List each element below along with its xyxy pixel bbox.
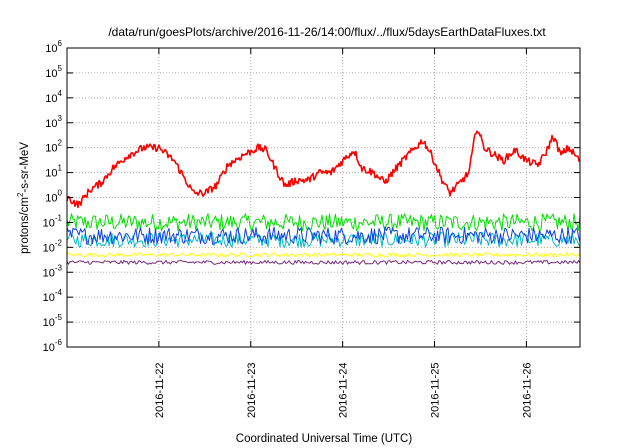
series-line-1 xyxy=(66,231,581,248)
y-tick-exponent: -4 xyxy=(55,288,63,297)
y-tick-exponent: 6 xyxy=(58,39,63,48)
y-tick-label: 105 xyxy=(45,64,62,80)
series-line-2 xyxy=(66,226,581,245)
plot-frame xyxy=(66,47,581,348)
y-tick-exponent: -6 xyxy=(55,338,63,347)
chart-title: /data/run/goesPlots/archive/2016-11-26/1… xyxy=(108,25,546,39)
y-tick-label: 10-6 xyxy=(43,338,63,354)
y-axis-label: protons/cm2-s-sr-MeV xyxy=(16,142,31,254)
y-tick-exponent: 0 xyxy=(58,189,63,198)
y-tick-base: 10 xyxy=(43,317,55,329)
x-tick-label: 2016-11-22 xyxy=(154,363,166,418)
y-tick-label: 100 xyxy=(45,189,62,205)
y-tick-label: 10-2 xyxy=(43,238,63,254)
y-tick-base: 10 xyxy=(45,143,57,155)
y-tick-base: 10 xyxy=(43,242,55,254)
y-tick-label: 10-5 xyxy=(43,313,63,329)
y-tick-label: 103 xyxy=(45,114,62,130)
y-tick-base: 10 xyxy=(43,267,55,279)
series-line-5 xyxy=(66,130,581,209)
y-tick-exponent: 3 xyxy=(58,114,63,123)
series-line-3 xyxy=(66,252,581,258)
y-tick-label: 101 xyxy=(45,164,62,180)
y-tick-base: 10 xyxy=(43,217,55,229)
x-tick-label: 2016-11-25 xyxy=(430,363,442,418)
y-tick-label: 106 xyxy=(45,39,62,55)
y-tick-label: 104 xyxy=(45,89,62,105)
y-tick-label: 10-3 xyxy=(43,263,63,279)
y-tick-base: 10 xyxy=(45,68,57,80)
y-tick-exponent: 2 xyxy=(58,139,63,148)
y-tick-label: 10-4 xyxy=(43,288,63,304)
y-tick-exponent: -3 xyxy=(55,263,63,272)
y-axis: 10-610-510-410-310-210-11001011021031041… xyxy=(43,39,580,354)
x-axis: 2016-11-22 2016-11-23 2016-11-24 2016-11-25… xyxy=(154,48,533,418)
y-tick-exponent: 4 xyxy=(58,89,63,98)
grid-lines xyxy=(67,48,580,347)
x-tick-label: 2016-11-26 xyxy=(521,363,533,418)
y-tick-base: 10 xyxy=(45,43,57,55)
series-line-0 xyxy=(66,213,581,232)
y-tick-exponent: -5 xyxy=(55,313,63,322)
y-tick-exponent: 1 xyxy=(58,164,63,173)
y-tick-base: 10 xyxy=(45,118,57,130)
y-axis-label-superscript: 2 xyxy=(16,192,25,197)
y-tick-base: 10 xyxy=(45,93,57,105)
y-tick-exponent: -2 xyxy=(55,238,63,247)
series-group xyxy=(66,130,581,265)
y-tick-base: 10 xyxy=(43,342,55,354)
x-axis-label: Coordinated Universal Time (UTC) xyxy=(236,433,413,445)
y-tick-base: 10 xyxy=(45,193,57,205)
y-axis-label-suffix: -s-sr-MeV xyxy=(19,142,31,193)
x-tick-label: 2016-11-24 xyxy=(338,363,350,418)
y-tick-exponent: -1 xyxy=(55,213,63,222)
y-axis-label-prefix: protons/cm xyxy=(19,197,31,254)
y-tick-label: 10-1 xyxy=(43,213,63,229)
y-tick-exponent: 5 xyxy=(58,64,63,73)
y-tick-base: 10 xyxy=(45,168,57,180)
y-tick-base: 10 xyxy=(43,292,55,304)
y-tick-label: 102 xyxy=(45,139,62,155)
x-tick-label: 2016-11-23 xyxy=(246,363,258,418)
series-line-4 xyxy=(66,259,581,265)
